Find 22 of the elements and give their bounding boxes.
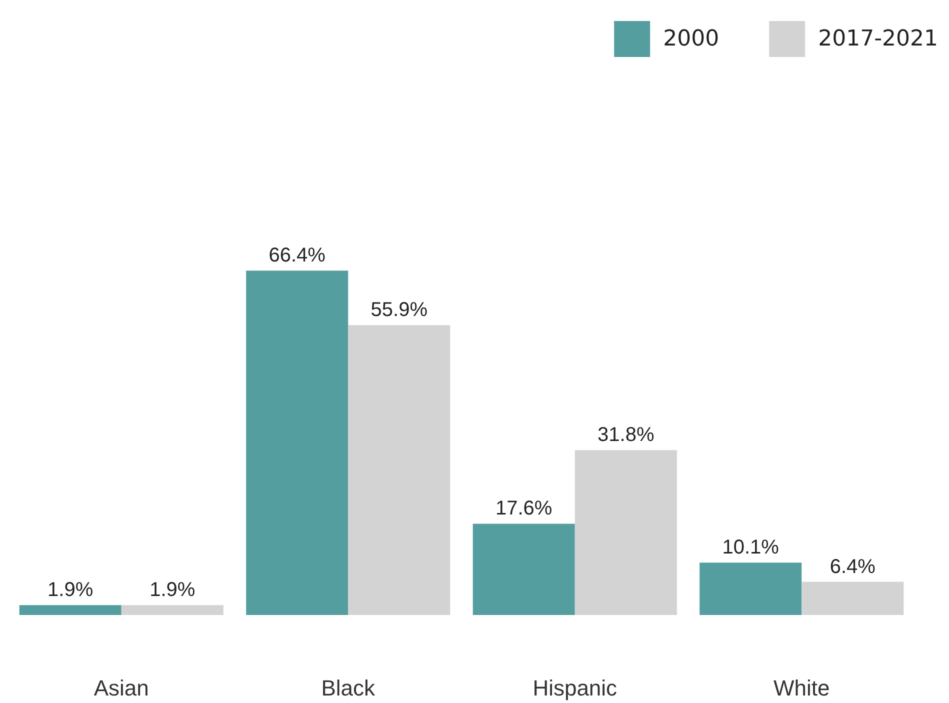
data-label: 10.1% <box>722 536 780 559</box>
legend-label: 2017-2021 <box>818 26 938 52</box>
bar <box>348 325 450 615</box>
bar <box>700 562 802 615</box>
x-tick-label: Asian <box>94 676 149 700</box>
x-tick-label: Black <box>321 676 376 700</box>
bar <box>574 450 677 615</box>
bar <box>19 605 122 615</box>
data-label: 55.9% <box>370 299 428 322</box>
bar <box>121 605 224 615</box>
data-label: 31.8% <box>598 424 654 446</box>
bar <box>246 270 348 615</box>
x-tick-label: Hispanic <box>532 676 618 700</box>
data-label: 1.9% <box>48 579 94 602</box>
bar <box>472 524 575 615</box>
bar <box>802 582 904 615</box>
data-label: 17.6% <box>495 498 552 520</box>
data-label: 1.9% <box>150 579 196 602</box>
x-tick-label: White <box>774 676 830 700</box>
legend-label: 2000 <box>663 26 720 52</box>
data-label: 6.4% <box>830 556 876 578</box>
data-label: 66.4% <box>268 244 326 267</box>
